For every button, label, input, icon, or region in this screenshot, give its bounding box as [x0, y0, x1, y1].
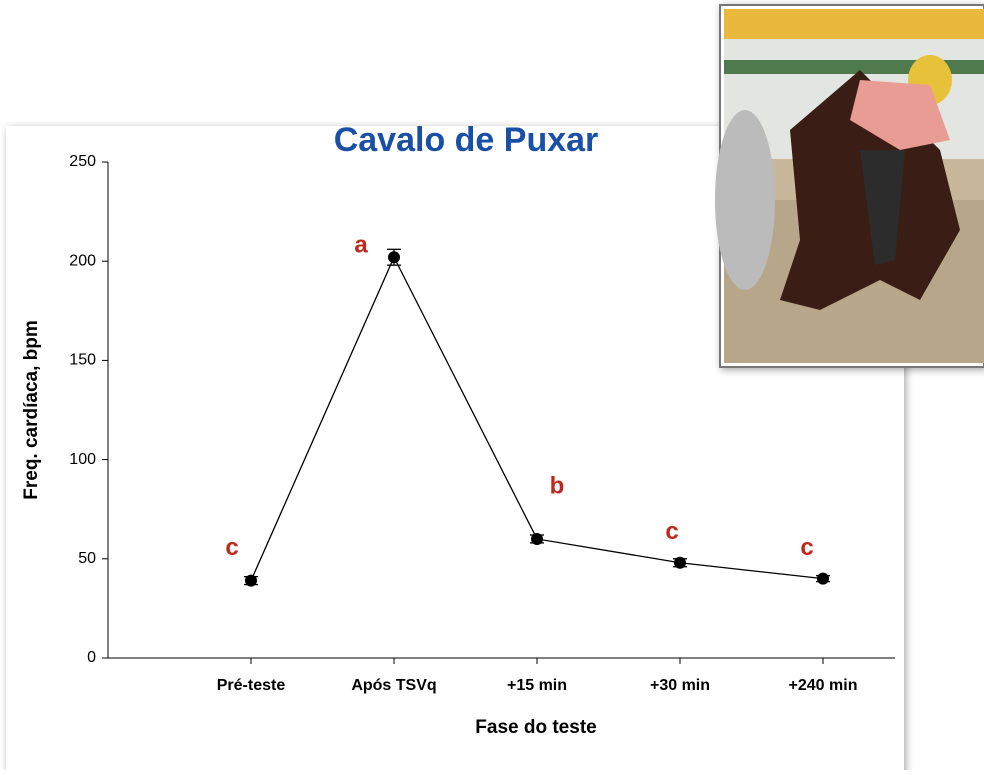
annotation: c [800, 534, 813, 561]
y-tick-label: 50 [78, 550, 96, 567]
y-tick-label: 0 [87, 649, 96, 666]
y-tick-label: 100 [69, 451, 96, 468]
y-tick-label: 200 [69, 252, 96, 269]
annotation: c [225, 534, 238, 561]
x-tick-label: Após TSVq [351, 677, 436, 694]
point [817, 572, 829, 585]
chart-title: Cavalo de Puxar [334, 121, 599, 159]
point [245, 574, 257, 587]
y-tick-label: 150 [69, 352, 96, 369]
photo [715, 4, 984, 368]
y-tick-label: 250 [69, 153, 96, 170]
annotation: a [354, 232, 368, 259]
x-tick-label: +15 min [507, 677, 567, 694]
x-axis-label: Fase do teste [475, 717, 596, 738]
annotation: c [665, 518, 678, 545]
x-tick-label: +30 min [650, 677, 710, 694]
point [531, 532, 543, 545]
y-axis-label: Freq. cardíaca, bpm [21, 320, 42, 500]
annotation: b [550, 472, 565, 499]
point [388, 251, 400, 264]
point [674, 556, 686, 569]
x-tick-label: Pré-teste [217, 677, 286, 694]
x-tick-label: +240 min [789, 677, 858, 694]
